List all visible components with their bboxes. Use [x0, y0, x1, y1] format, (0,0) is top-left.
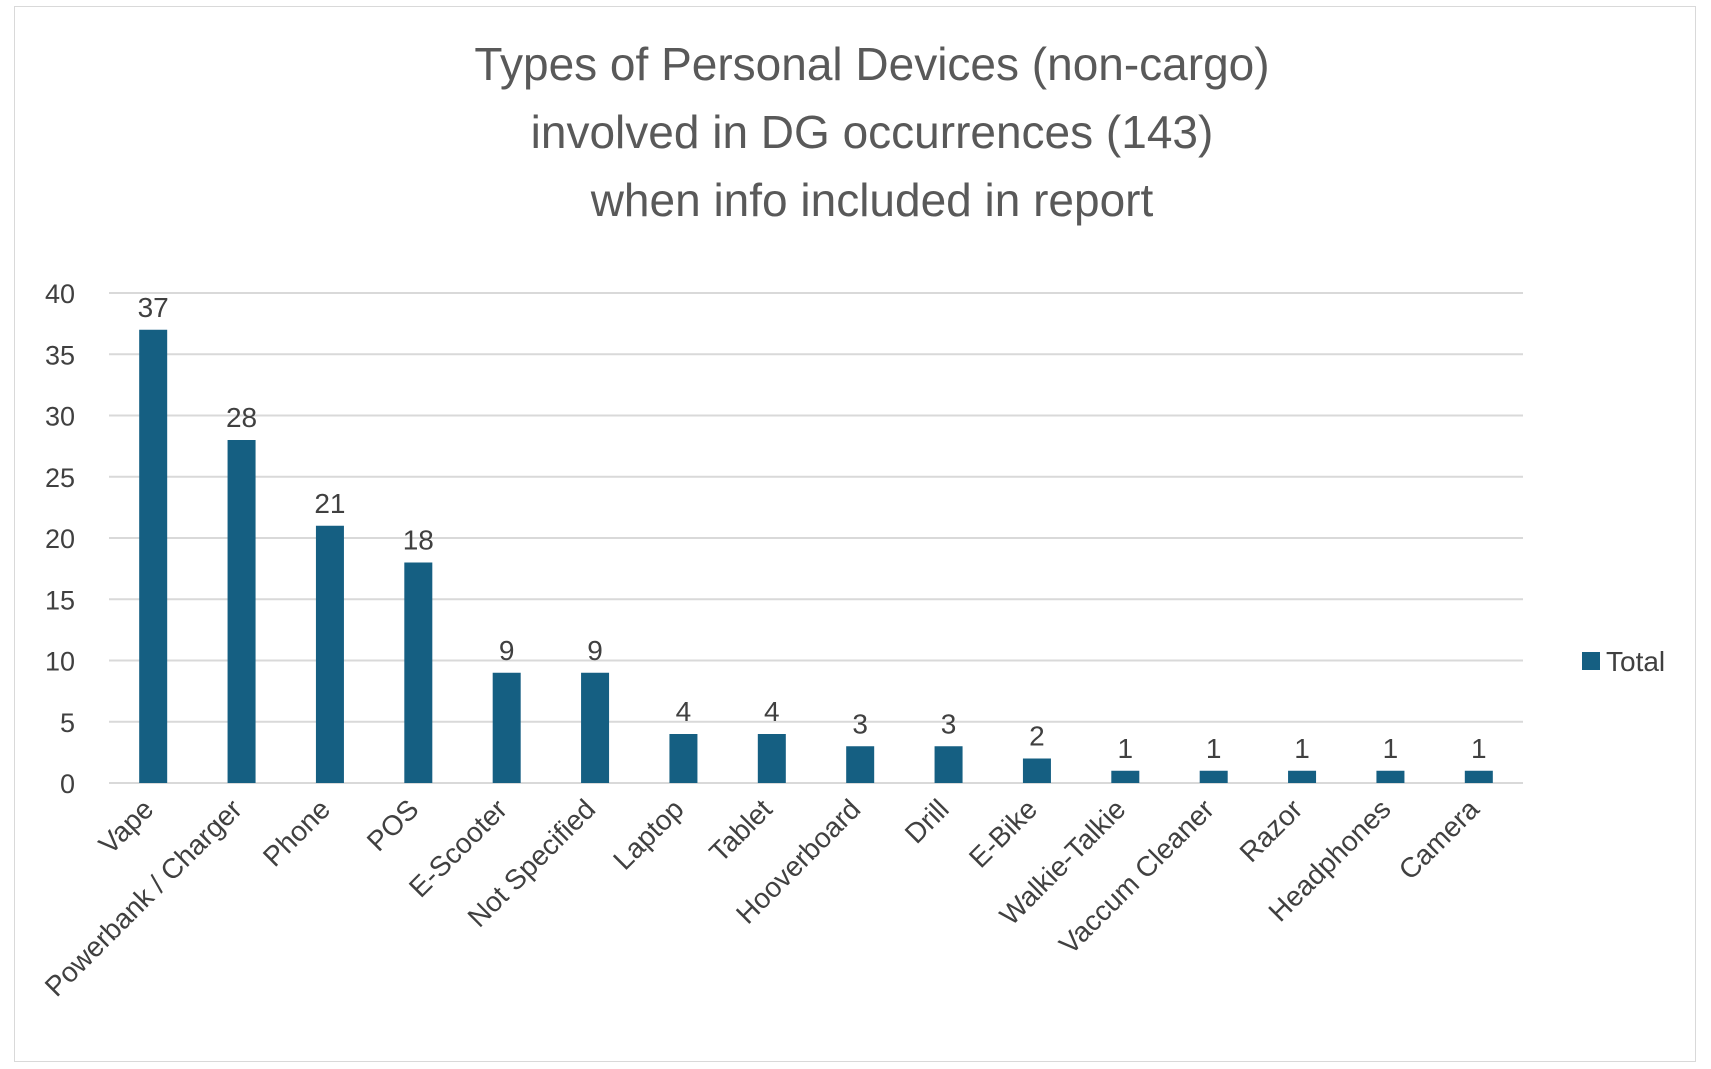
bar	[1199, 770, 1228, 783]
y-tick-label: 20	[45, 524, 75, 554]
data-label: 3	[941, 708, 957, 739]
y-tick-label: 15	[45, 585, 75, 615]
bar-chart: Types of Personal Devices (non-cargo) in…	[39, 38, 1665, 1002]
x-tick-label: Tablet	[703, 793, 778, 868]
y-tick-label: 10	[45, 647, 75, 677]
x-tick-label: Camera	[1393, 793, 1486, 886]
bar	[139, 329, 168, 783]
x-tick-label: Phone	[257, 793, 336, 872]
data-label: 1	[1206, 733, 1222, 764]
data-label: 4	[676, 696, 692, 727]
data-label: 37	[138, 292, 169, 323]
data-label: 1	[1294, 733, 1310, 764]
chart-title: Types of Personal Devices (non-cargo) in…	[474, 38, 1269, 226]
y-axis-tick-labels: 0 5 10 15 20 25 30 35 40	[45, 279, 75, 799]
bar	[1022, 758, 1051, 783]
data-label: 2	[1029, 721, 1045, 752]
bar	[404, 562, 433, 783]
y-tick-label: 0	[60, 769, 75, 799]
x-tick-label: E-Bike	[963, 793, 1043, 873]
bars	[139, 329, 1493, 783]
legend-label: Total	[1606, 646, 1665, 677]
chart-title-line-1: Types of Personal Devices (non-cargo)	[474, 38, 1269, 90]
bar	[581, 672, 610, 783]
x-tick-label: Drill	[899, 793, 955, 849]
legend-swatch	[1582, 652, 1600, 670]
y-tick-label: 5	[60, 708, 75, 738]
bar	[846, 746, 875, 783]
x-tick-label: Vape	[93, 793, 160, 860]
chart-title-line-2: involved in DG occurrences (143)	[531, 106, 1214, 158]
y-tick-label: 25	[45, 463, 75, 493]
y-tick-label: 30	[45, 402, 75, 432]
x-tick-label: Laptop	[607, 793, 689, 875]
bar	[315, 525, 344, 783]
data-label: 18	[403, 525, 434, 556]
chart-frame: Types of Personal Devices (non-cargo) in…	[14, 6, 1696, 1062]
bar	[1376, 770, 1405, 783]
data-label: 21	[314, 488, 345, 519]
bar	[1111, 770, 1140, 783]
data-label: 28	[226, 402, 257, 433]
y-tick-label: 40	[45, 279, 75, 309]
bar	[934, 746, 963, 783]
bar	[757, 734, 786, 783]
bar	[227, 440, 256, 783]
data-label: 4	[764, 696, 780, 727]
bar	[1464, 770, 1493, 783]
legend: Total	[1582, 646, 1665, 677]
bar	[669, 734, 698, 783]
bar	[492, 672, 521, 783]
data-label: 9	[499, 635, 515, 666]
y-tick-label: 35	[45, 340, 75, 370]
data-label: 9	[587, 635, 603, 666]
chart-title-line-3: when info included in report	[590, 174, 1154, 226]
bar	[1288, 770, 1317, 783]
x-tick-label: POS	[361, 793, 425, 857]
data-label: 1	[1471, 733, 1487, 764]
data-label: 1	[1383, 733, 1399, 764]
gridlines	[109, 292, 1523, 784]
data-label: 3	[852, 708, 868, 739]
x-tick-label: Vaccum Cleaner	[1053, 793, 1220, 960]
data-label: 1	[1118, 733, 1134, 764]
x-tick-label: Razor	[1234, 793, 1309, 868]
